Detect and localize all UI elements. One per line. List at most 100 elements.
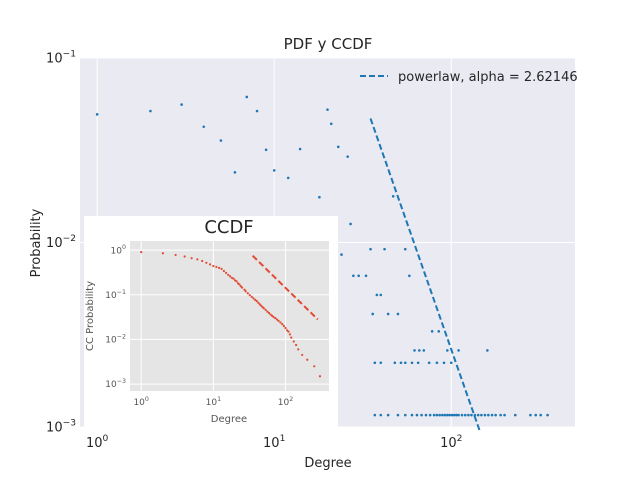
main-data-point bbox=[432, 413, 436, 417]
inset-data-point bbox=[190, 257, 193, 260]
inset-data-point bbox=[277, 319, 280, 322]
inset-y-tick-label: 10−2 bbox=[105, 334, 126, 346]
main-data-point bbox=[437, 330, 441, 333]
main-data-point bbox=[403, 413, 407, 417]
main-data-point bbox=[318, 195, 321, 199]
main-data-point bbox=[298, 147, 302, 151]
inset-data-point bbox=[232, 277, 235, 280]
inset-data-point bbox=[244, 290, 247, 293]
main-data-point bbox=[255, 109, 259, 113]
main-data-point bbox=[446, 349, 449, 352]
main-data-point bbox=[499, 413, 502, 417]
main-data-point bbox=[379, 293, 383, 297]
main-data-point bbox=[487, 413, 490, 417]
main-data-point bbox=[383, 247, 386, 251]
main-data-point bbox=[476, 413, 480, 417]
inset-data-point bbox=[196, 258, 199, 261]
main-data-point bbox=[513, 413, 517, 417]
main-data-point bbox=[180, 103, 183, 106]
inset-data-point bbox=[254, 298, 257, 301]
main-data-point bbox=[329, 122, 333, 126]
main-data-point bbox=[546, 413, 549, 417]
main-data-point bbox=[391, 194, 395, 198]
main-data-point bbox=[399, 361, 403, 365]
main-data-point bbox=[424, 413, 428, 417]
main-y-axis-label: Probability bbox=[29, 208, 44, 277]
main-data-point bbox=[430, 330, 434, 333]
main-data-point bbox=[408, 274, 411, 278]
main-data-point bbox=[373, 361, 377, 365]
inset-data-point bbox=[215, 265, 218, 269]
main-data-point bbox=[326, 108, 329, 111]
main-data-point bbox=[529, 413, 532, 417]
main-data-point bbox=[95, 113, 99, 116]
legend: powerlaw, alpha = 2.62146 bbox=[360, 70, 578, 85]
main-x-tick-label: 100 bbox=[86, 434, 109, 451]
inset-data-point bbox=[288, 333, 292, 336]
main-data-point bbox=[438, 413, 441, 417]
main-x-tick-label: 102 bbox=[440, 434, 462, 451]
main-data-point bbox=[349, 222, 352, 226]
main-data-point bbox=[272, 169, 276, 172]
main-x-tick-label: 101 bbox=[263, 434, 285, 451]
main-data-point bbox=[286, 176, 290, 180]
inset-data-point bbox=[279, 321, 282, 324]
main-data-point bbox=[457, 349, 460, 352]
inset-y-tick-label: 10−3 bbox=[105, 378, 126, 390]
main-data-point bbox=[416, 361, 420, 365]
inset-data-point bbox=[257, 301, 260, 304]
inset-data-point bbox=[275, 318, 279, 321]
inset-data-point bbox=[285, 329, 289, 332]
inset-x-axis-label: Degree bbox=[211, 414, 247, 425]
main-data-point bbox=[410, 413, 414, 417]
main-data-point bbox=[396, 413, 400, 417]
legend-label: powerlaw, alpha = 2.62146 bbox=[398, 70, 578, 85]
inset-data-point bbox=[201, 259, 204, 263]
inset-data-point bbox=[318, 375, 322, 378]
inset-data-point bbox=[260, 304, 263, 307]
main-data-point bbox=[483, 413, 487, 417]
main-data-point bbox=[420, 413, 423, 417]
inset-x-tick-label: 100 bbox=[133, 396, 148, 408]
inset-data-point bbox=[140, 251, 143, 254]
inset-y-tick-label: 100 bbox=[111, 244, 126, 256]
main-y-tick-label: 10−2 bbox=[46, 234, 76, 251]
inset-powerlaw-fit-line bbox=[251, 254, 319, 321]
main-fit-line bbox=[369, 118, 481, 432]
inset-data-point bbox=[267, 311, 271, 315]
main-data-point bbox=[480, 413, 483, 417]
inset-data-point bbox=[264, 308, 267, 311]
main-y-tick-label: 10−1 bbox=[46, 50, 76, 67]
inset-data-point bbox=[212, 264, 215, 268]
main-data-point bbox=[386, 413, 390, 417]
inset-data-point bbox=[301, 353, 304, 357]
main-data-point bbox=[245, 95, 249, 99]
inset-data-point bbox=[222, 269, 226, 273]
main-data-point bbox=[448, 413, 451, 417]
main-data-point bbox=[442, 361, 446, 365]
inset-y-axis-label: CC Probability bbox=[85, 281, 96, 351]
inset-data-point bbox=[290, 336, 293, 339]
inset-data-point bbox=[282, 324, 286, 328]
main-data-point bbox=[219, 139, 223, 142]
main-x-axis-label: Degree bbox=[304, 456, 351, 471]
main-data-point bbox=[369, 247, 372, 251]
main-data-point bbox=[539, 413, 542, 417]
main-data-point bbox=[503, 413, 506, 417]
main-powerlaw-fit-line bbox=[369, 118, 481, 432]
main-data-point bbox=[486, 349, 489, 352]
main-data-point bbox=[403, 247, 407, 251]
inset-data-point bbox=[252, 297, 255, 300]
inset-data-point bbox=[228, 275, 232, 278]
inset-data-point bbox=[287, 330, 290, 333]
inset-data-point bbox=[243, 288, 246, 291]
inset-ccdf-points bbox=[140, 251, 322, 378]
main-data-point bbox=[534, 413, 538, 417]
main-data-point bbox=[410, 361, 414, 365]
inset-data-point bbox=[208, 263, 212, 266]
inset-data-point bbox=[306, 358, 309, 361]
inset-data-point bbox=[272, 315, 275, 318]
main-data-point bbox=[452, 413, 456, 417]
main-data-point bbox=[403, 361, 407, 365]
